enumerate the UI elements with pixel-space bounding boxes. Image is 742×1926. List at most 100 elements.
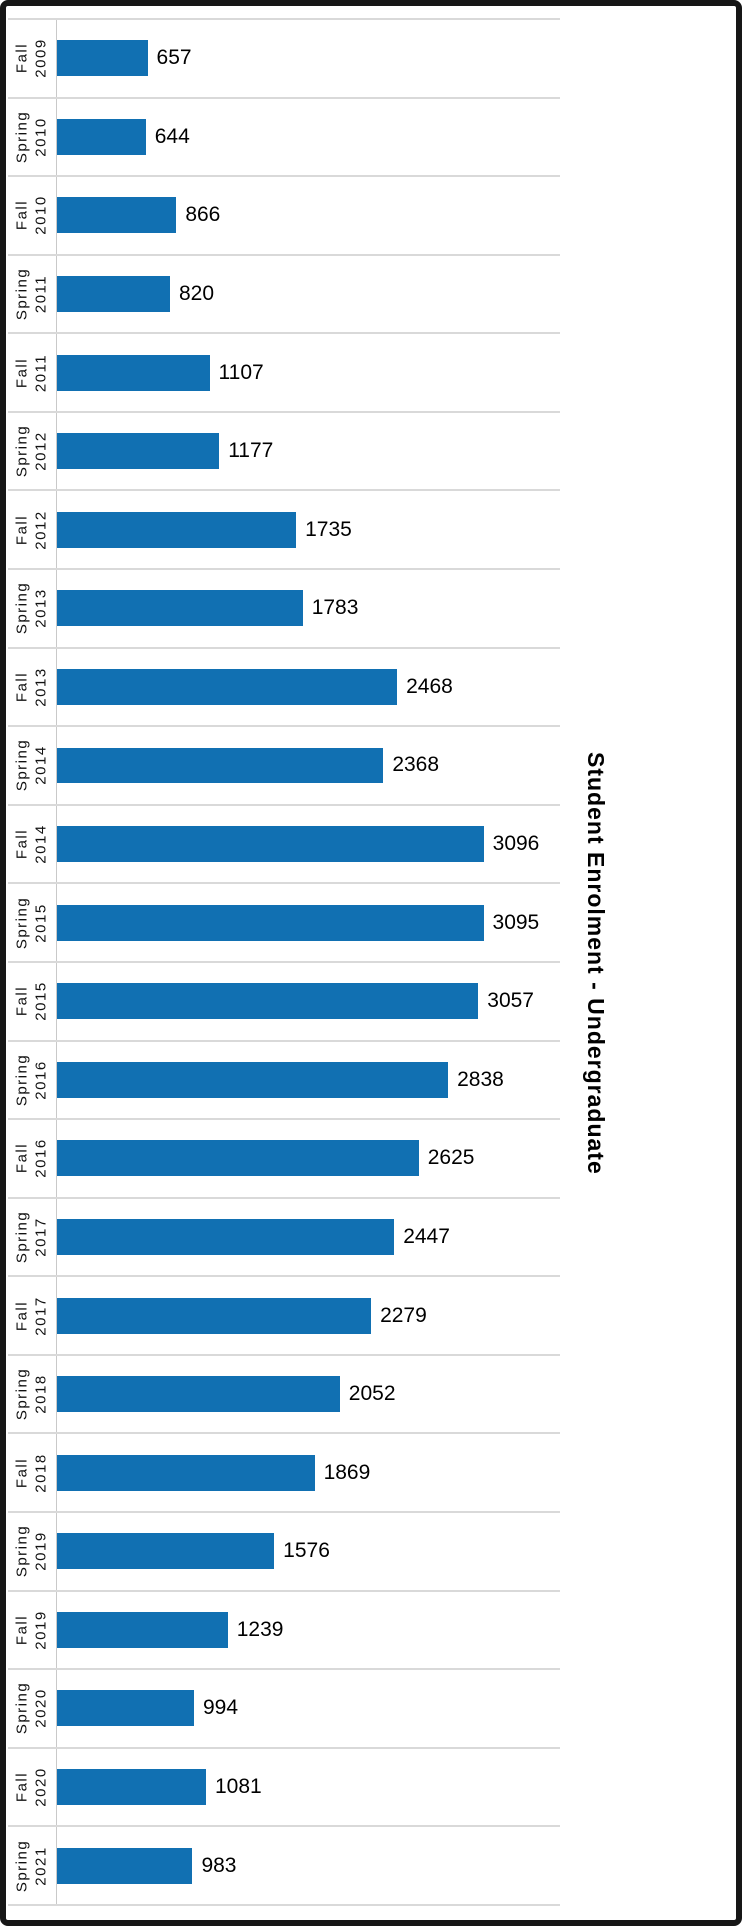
value-label: 657 bbox=[156, 46, 192, 70]
bar bbox=[57, 1218, 395, 1255]
category-label-text: Fall 2019 bbox=[13, 1610, 49, 1650]
category-label-text: Spring 2013 bbox=[13, 582, 49, 635]
bar-zone: 1177 bbox=[56, 412, 560, 490]
value-label: 1869 bbox=[323, 1460, 371, 1484]
value-label: 3057 bbox=[487, 989, 534, 1013]
bar bbox=[57, 1533, 275, 1570]
category-label-text: Spring 2014 bbox=[13, 739, 49, 792]
value-label: 1239 bbox=[236, 1617, 284, 1641]
bar-row: Spring 2017 2447 bbox=[8, 1196, 560, 1276]
value-label: 644 bbox=[154, 124, 190, 148]
bar-zone: 2625 bbox=[56, 1120, 560, 1197]
value-label: 1735 bbox=[305, 517, 352, 541]
value-label: 2052 bbox=[348, 1382, 396, 1406]
category-label-text: Spring 2020 bbox=[13, 1682, 49, 1735]
category-label: Fall 2014 bbox=[8, 806, 56, 883]
title-column: Student Enrolment - Undergraduate bbox=[560, 6, 736, 1920]
value-label: 2368 bbox=[392, 753, 440, 777]
bar-row: Spring 2021 983 bbox=[8, 1825, 560, 1904]
category-label-text: Spring 2010 bbox=[13, 110, 49, 164]
value-label: 3095 bbox=[492, 910, 540, 934]
bar bbox=[57, 354, 210, 391]
bar bbox=[57, 1061, 449, 1098]
bar bbox=[57, 197, 177, 234]
value-label: 1081 bbox=[214, 1775, 262, 1798]
category-label: Fall 2011 bbox=[8, 334, 56, 411]
bar-zone: 1576 bbox=[56, 1512, 560, 1590]
value-label: 2279 bbox=[380, 1303, 427, 1327]
category-label: Spring 2015 bbox=[8, 884, 56, 961]
bar bbox=[57, 433, 220, 470]
value-label: 1177 bbox=[228, 439, 274, 463]
bar-zone: 983 bbox=[56, 1827, 560, 1904]
bar-zone: 820 bbox=[56, 255, 560, 333]
chart-title: Student Enrolment - Undergraduate bbox=[583, 751, 609, 1175]
category-label: Fall 2020 bbox=[8, 1749, 56, 1826]
plot-area: Fall 2009 657 Spring 2010 644 Fall 2010 866 Sp… bbox=[6, 6, 560, 1920]
category-label: Fall 2017 bbox=[8, 1277, 56, 1354]
bar bbox=[57, 983, 479, 1020]
bar-row: Spring 2011 820 bbox=[8, 253, 560, 333]
bar-row: Fall 2010 866 bbox=[8, 175, 560, 254]
bar bbox=[57, 668, 398, 705]
category-label: Fall 2009 bbox=[8, 20, 56, 97]
bar-row: Spring 2020 994 bbox=[8, 1668, 560, 1747]
bar-row: Spring 2016 2838 bbox=[8, 1039, 560, 1119]
bar-row: Fall 2020 1081 bbox=[8, 1746, 560, 1826]
bar-zone: 994 bbox=[56, 1670, 560, 1747]
category-label-text: Fall 2018 bbox=[13, 1453, 49, 1493]
category-label-text: Fall 2012 bbox=[13, 510, 49, 550]
bar-zone: 2279 bbox=[56, 1277, 560, 1354]
bar-row: Fall 2017 2279 bbox=[8, 1275, 560, 1354]
category-label: Spring 2020 bbox=[8, 1670, 56, 1747]
bar-zone: 1081 bbox=[56, 1748, 560, 1826]
bar-row: Spring 2014 2368 bbox=[8, 725, 560, 804]
bar bbox=[57, 1847, 193, 1884]
bar bbox=[57, 590, 303, 627]
category-label-text: Spring 2016 bbox=[13, 1053, 49, 1106]
category-label: Spring 2014 bbox=[8, 727, 56, 804]
category-label: Spring 2016 bbox=[8, 1042, 56, 1119]
bar bbox=[57, 904, 484, 941]
bar-zone: 1735 bbox=[56, 491, 560, 569]
bar bbox=[57, 276, 170, 313]
category-label-text: Spring 2017 bbox=[13, 1210, 49, 1264]
bar bbox=[57, 511, 297, 548]
bar-zone: 866 bbox=[56, 177, 560, 254]
bar-zone: 2368 bbox=[56, 727, 560, 804]
value-label: 1783 bbox=[311, 596, 359, 620]
category-label: Fall 2013 bbox=[8, 649, 56, 726]
category-label: Spring 2019 bbox=[8, 1513, 56, 1590]
category-label: Fall 2019 bbox=[8, 1592, 56, 1669]
bar bbox=[57, 1769, 206, 1805]
category-label: Spring 2011 bbox=[8, 256, 56, 333]
value-label: 820 bbox=[179, 282, 215, 306]
bar bbox=[57, 747, 384, 784]
category-label-text: Fall 2009 bbox=[13, 38, 49, 78]
category-label: Fall 2016 bbox=[8, 1120, 56, 1197]
bar-zone: 2052 bbox=[56, 1355, 560, 1433]
bar-zone: 2838 bbox=[56, 1041, 560, 1119]
bar-row: Fall 2014 3096 bbox=[8, 803, 560, 883]
bar bbox=[57, 118, 146, 155]
value-label: 866 bbox=[185, 203, 221, 227]
bar-row: Spring 2010 644 bbox=[8, 96, 560, 176]
bar-zone: 1107 bbox=[56, 334, 560, 411]
category-label-text: Fall 2016 bbox=[13, 1138, 49, 1179]
category-label-text: Fall 2014 bbox=[13, 824, 49, 864]
category-label: Fall 2018 bbox=[8, 1434, 56, 1511]
bar-row: Fall 2013 2468 bbox=[8, 646, 560, 726]
bar bbox=[57, 1297, 372, 1334]
bar-row: Spring 2012 1177 bbox=[8, 410, 560, 490]
category-label: Spring 2013 bbox=[8, 570, 56, 647]
category-label: Spring 2018 bbox=[8, 1356, 56, 1433]
bar-zone: 1239 bbox=[56, 1591, 560, 1669]
bar bbox=[57, 1454, 315, 1491]
category-label-text: Spring 2015 bbox=[13, 896, 49, 949]
category-label: Spring 2012 bbox=[8, 413, 56, 490]
bar-zone: 657 bbox=[56, 20, 560, 97]
category-label-text: Fall 2010 bbox=[13, 195, 49, 236]
value-label: 2838 bbox=[457, 1067, 504, 1091]
category-label: Fall 2015 bbox=[8, 963, 56, 1040]
bar bbox=[57, 1611, 228, 1648]
